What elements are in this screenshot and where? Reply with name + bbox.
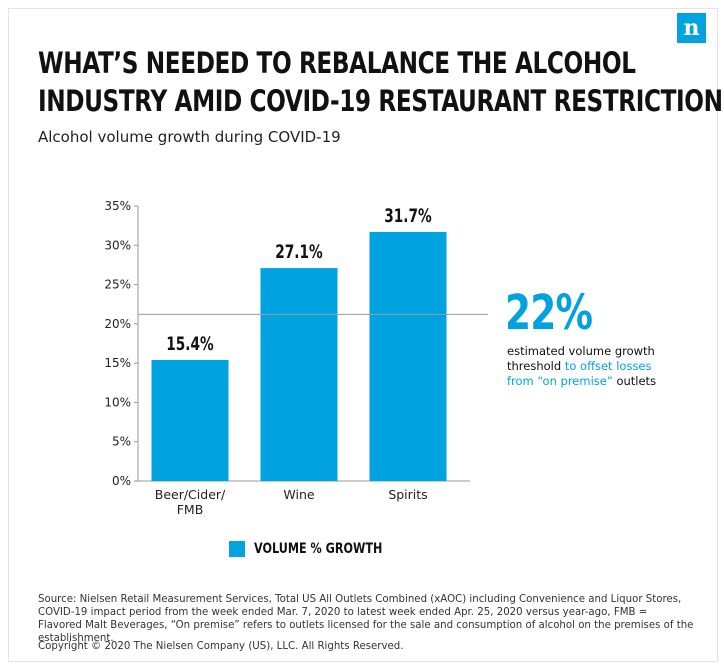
y-tick-label: 30% — [104, 238, 131, 252]
nielsen-logo-icon: n — [677, 13, 706, 43]
title-line-2: INDUSTRY AMID COVID-19 RESTAURANT RESTRI… — [38, 84, 724, 118]
y-tick-label: 35% — [104, 199, 131, 213]
page-title: WHAT’S NEEDED TO REBALANCE THE ALCOHOL I… — [38, 44, 724, 120]
threshold-description: estimated volume growth threshold to off… — [507, 344, 677, 389]
title-line-1: WHAT’S NEEDED TO REBALANCE THE ALCOHOL — [38, 46, 636, 80]
y-tick-label: 25% — [104, 278, 131, 292]
threshold-text-highlight: to offset losses from “on premise” — [507, 359, 652, 388]
legend-label: VOLUME % GROWTH — [254, 541, 383, 557]
bar — [260, 268, 338, 481]
x-category-label: Spirits — [388, 487, 427, 502]
threshold-text-before: estimated volume growth threshold — [507, 344, 655, 373]
threshold-value: 22% — [505, 285, 593, 341]
bar-value-label: 15.4% — [166, 333, 214, 355]
x-category-label: Beer/Cider/ — [155, 487, 226, 502]
bar — [151, 360, 229, 481]
copyright-note: Copyright © 2020 The Nielsen Company (US… — [38, 641, 404, 652]
bar-value-label: 27.1% — [275, 241, 323, 263]
infographic-frame — [8, 8, 718, 662]
bar-value-label: 31.7% — [384, 205, 432, 227]
threshold-text-after: outlets — [612, 374, 657, 388]
chart-legend: VOLUME % GROWTH — [229, 541, 414, 557]
chart-subtitle: Alcohol volume growth during COVID-19 — [38, 128, 341, 146]
y-tick-label: 0% — [112, 474, 131, 488]
legend-swatch — [229, 541, 245, 557]
y-tick-label: 20% — [104, 317, 131, 331]
y-tick-label: 15% — [104, 356, 131, 370]
y-tick-label: 10% — [104, 395, 131, 409]
bar — [369, 231, 447, 481]
source-note: Source: Nielsen Retail Measurement Servi… — [38, 594, 694, 644]
x-category-label: FMB — [177, 502, 204, 517]
x-category-label: Wine — [283, 487, 314, 502]
y-tick-label: 5% — [112, 435, 131, 449]
